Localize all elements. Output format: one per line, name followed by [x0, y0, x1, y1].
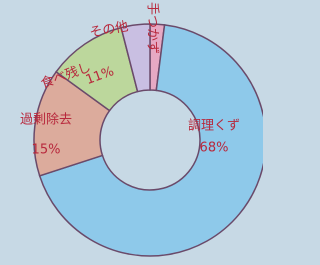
value-label: 68% [200, 141, 229, 156]
segment-label: 調理くず [188, 119, 240, 134]
page: 手つかず調理くず68%過剰除去15%食べ残し11%その他 (() => { co… [0, 0, 320, 265]
segment-label: 過剰除去 [20, 113, 72, 128]
value-label: 15% [32, 143, 61, 158]
segment-label: 手つかず [145, 2, 160, 54]
